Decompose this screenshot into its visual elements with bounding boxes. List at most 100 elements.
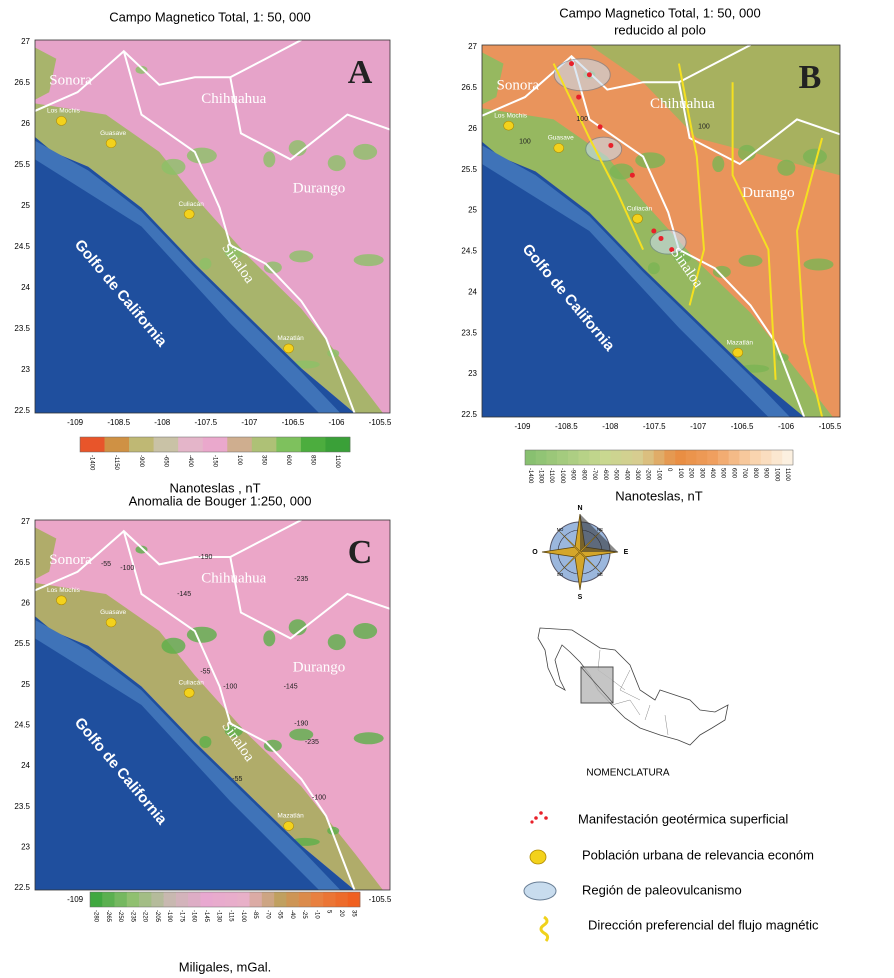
colorbar-label: 700 — [741, 468, 747, 479]
town-marker — [184, 688, 194, 697]
colorbar-cell — [664, 450, 675, 465]
contour-label: -235 — [294, 576, 308, 583]
colorbar-cell — [203, 437, 228, 452]
y-tick-label: 25.5 — [14, 639, 30, 648]
colorbar-cell — [546, 450, 557, 465]
colorbar-cell — [686, 450, 697, 465]
contour-label: -55 — [101, 561, 111, 568]
x-tick-label: -105.5 — [819, 422, 842, 431]
x-tick-label: -109 — [67, 895, 84, 904]
town-marker — [106, 139, 116, 148]
y-tick-label: 22.5 — [461, 410, 477, 419]
colorbar-label: -1100 — [548, 468, 554, 484]
y-tick-label: 25.5 — [14, 160, 30, 169]
colorbar-label: 600 — [285, 455, 291, 466]
state-label: Durango — [742, 185, 795, 201]
town-label: Guasave — [100, 130, 126, 137]
colorbar-cell — [129, 437, 154, 452]
colorbar-label: 1100 — [784, 468, 790, 482]
town-label: Guasave — [100, 609, 126, 616]
colorbar-label: -1000 — [559, 468, 565, 484]
colorbar-cell — [154, 437, 179, 452]
contour-label: 100 — [698, 124, 710, 131]
town-label: Culiacán — [179, 680, 205, 687]
colorbar-label: -280 — [93, 910, 99, 923]
colorbar-cell — [286, 892, 299, 907]
colorbar-label: -115 — [228, 910, 234, 922]
colorbar-cell — [227, 437, 252, 452]
colorbar-cell — [311, 892, 324, 907]
colorbar-cell — [600, 450, 611, 465]
colorbar-label: -1400 — [527, 468, 533, 484]
colorbar-label: -130 — [215, 910, 221, 923]
colorbar-label: 100 — [677, 468, 683, 479]
colorbar-cell — [299, 892, 312, 907]
colorbar-cell — [115, 892, 128, 907]
legend-symbols — [524, 811, 556, 941]
y-tick-label: 26.5 — [14, 558, 30, 567]
colorbar-label: -70 — [264, 910, 270, 919]
contour-label: -100 — [223, 683, 237, 690]
colorbar-cell — [579, 450, 590, 465]
anomaly-blob — [610, 163, 634, 179]
contour-label: -190 — [198, 554, 212, 561]
x-tick-label: -109 — [67, 418, 84, 427]
town-label: Los Mochis — [47, 587, 81, 594]
town-marker — [284, 822, 294, 831]
colorbar-label: 100 — [236, 455, 242, 466]
colorbar-label: -250 — [117, 910, 123, 923]
y-tick-label: 24.5 — [14, 720, 30, 729]
compass-no: NO — [557, 527, 564, 532]
x-tick-label: -108 — [602, 422, 619, 431]
colorbar-label: -40 — [289, 910, 295, 919]
y-tick-label: 26 — [21, 119, 30, 128]
colorbar-label: 800 — [752, 468, 758, 479]
contour-label: -145 — [284, 683, 298, 690]
y-tick-label: 22.5 — [14, 406, 30, 415]
colorbar-label: 300 — [698, 468, 704, 479]
x-tick-label: -105.5 — [369, 418, 392, 427]
colorbar-label: -55 — [277, 910, 283, 919]
x-tick-label: -107 — [241, 418, 258, 427]
colorbar-label: -400 — [623, 468, 629, 481]
compass-n: N — [577, 505, 582, 512]
colorbar-cell — [213, 892, 226, 907]
colorbar-cell — [323, 892, 336, 907]
legend-item: Región de paleovulcanismo — [582, 882, 742, 897]
y-tick-label: 25 — [21, 680, 30, 689]
contour-label: -55 — [200, 669, 210, 676]
panel-letter: A — [348, 54, 373, 91]
compass: N S E O NO NE SO SE — [532, 505, 628, 601]
x-tick-label: -109 — [514, 422, 531, 431]
colorbar-label: 600 — [730, 468, 736, 479]
colorbar-cell — [643, 450, 654, 465]
anomaly-blob — [328, 634, 346, 650]
x-tick-label: -107.5 — [194, 418, 217, 427]
figure: N S E O NO NE SO SE NOMENCLATURA Manifes… — [0, 0, 894, 978]
colorbar-label: -265 — [105, 910, 111, 923]
town-marker — [56, 596, 66, 605]
colorbar-label: 0 — [666, 468, 672, 472]
colorbar-cell — [250, 892, 263, 907]
colorbar-cell — [252, 437, 277, 452]
panel-title: Campo Magnetico Total, 1: 50, 000 — [559, 5, 760, 20]
colorbar-label: -1300 — [538, 468, 544, 484]
anomaly-blob — [739, 255, 763, 267]
colorbar-cell — [164, 892, 177, 907]
colorbar-cell — [654, 450, 665, 465]
legend-item: Población urbana de relevancia económ — [582, 847, 814, 862]
colorbar-cell — [80, 437, 105, 452]
anomaly-blob — [161, 638, 185, 654]
colorbar-title: Nanoteslas, nT — [615, 488, 702, 503]
contour-label: -100 — [312, 794, 326, 801]
y-tick-label: 25 — [468, 206, 477, 215]
town-marker — [504, 121, 514, 130]
town-label: Guasave — [548, 135, 574, 142]
compass-ne: NE — [597, 527, 603, 532]
contour-label: -145 — [177, 591, 191, 598]
colorbar-label: -100 — [655, 468, 661, 481]
colorbar-cell — [301, 437, 326, 452]
colorbar-label: 900 — [763, 468, 769, 479]
legend-title: NOMENCLATURA — [586, 768, 669, 779]
compass-e: E — [624, 549, 629, 556]
